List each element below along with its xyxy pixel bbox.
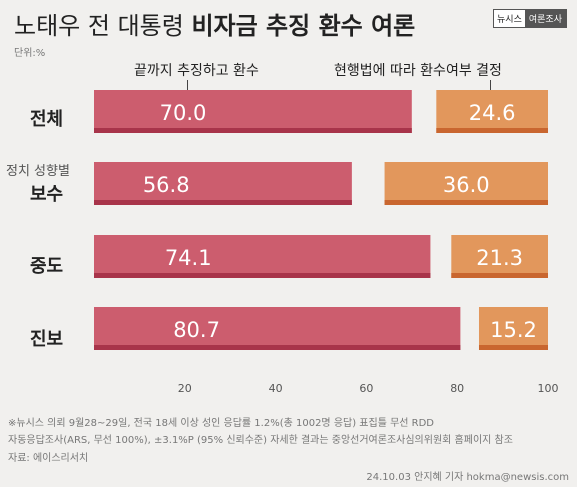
data-label-series1-0: 70.0	[160, 101, 207, 125]
bar-series2-shade-3	[478, 345, 548, 350]
legend-series-2: 현행법에 따라 환수여부 결정	[334, 63, 502, 79]
x-tick-label-1: 40	[269, 382, 283, 395]
bar-series1-row-0	[94, 90, 412, 133]
row-label-progressive: 진보	[30, 329, 64, 350]
footnote-source: 자료: 에이스리서치	[8, 453, 89, 464]
data-label-series2-3: 15.2	[490, 318, 537, 342]
data-label-series2-2: 21.3	[476, 246, 523, 270]
bar-series1-row-3	[94, 307, 461, 350]
data-label-series1-1: 56.8	[143, 173, 190, 197]
bar-series1-row-2	[94, 235, 431, 278]
bar-series2-row-0	[436, 90, 548, 133]
data-label-series2-1: 36.0	[443, 173, 490, 197]
bar-series1-shade-1	[94, 200, 352, 205]
legend-leader-2	[490, 80, 491, 92]
data-label-series1-3: 80.7	[173, 318, 220, 342]
legend-leader-1	[187, 80, 188, 92]
group-label: 정치 성향별	[6, 164, 70, 179]
chart-title: 노태우 전 대통령 비자금 추징 환수 여론	[14, 6, 415, 41]
footnote-1: ※뉴시스 의뢰 9월28~29일, 전국 18세 이상 성인 응답률 1.2%(…	[8, 418, 435, 429]
x-tick-label-2: 60	[359, 382, 373, 395]
data-label-series2-0: 24.6	[469, 101, 516, 125]
bar-series1-shade-3	[94, 345, 461, 350]
bar-series2-row-1	[384, 162, 548, 205]
bar-series2-shade-2	[451, 273, 548, 278]
bar-series2-shade-0	[436, 128, 548, 133]
data-label-series1-2: 74.1	[165, 246, 212, 270]
title-plain: 노태우 전 대통령	[14, 12, 192, 40]
x-tick-label-0: 20	[178, 382, 192, 395]
legend-series-1: 끝까지 추징하고 환수	[134, 63, 259, 79]
bar-series2-row-3	[478, 307, 548, 350]
bar-series2-shade-1	[384, 200, 548, 205]
footnote-2: 자동응답조사(ARS, 무선 100%), ±3.1%P (95% 신뢰수준) …	[8, 435, 513, 446]
bar-series1-shade-0	[94, 128, 412, 133]
unit-label: 단위:%	[14, 48, 46, 59]
title-bold: 비자금 추징 환수 여론	[191, 12, 416, 40]
x-tick-label-3: 80	[450, 382, 464, 395]
bar-series2-row-2	[451, 235, 548, 278]
row-label-moderate: 중도	[30, 256, 64, 277]
badge-right: 여론조사	[524, 10, 566, 27]
row-label-total: 전체	[30, 109, 64, 130]
bar-series1-shade-2	[94, 273, 431, 278]
bar-series1-row-1	[94, 162, 352, 205]
row-label-conservative: 보수	[30, 184, 64, 205]
x-tick-label-4: 100	[538, 382, 559, 395]
credit: 24.10.03 안지혜 기자 hokma@newsis.com	[366, 472, 569, 483]
newsis-badge: 뉴시스 여론조사	[493, 9, 567, 28]
badge-left: 뉴시스	[494, 10, 525, 27]
